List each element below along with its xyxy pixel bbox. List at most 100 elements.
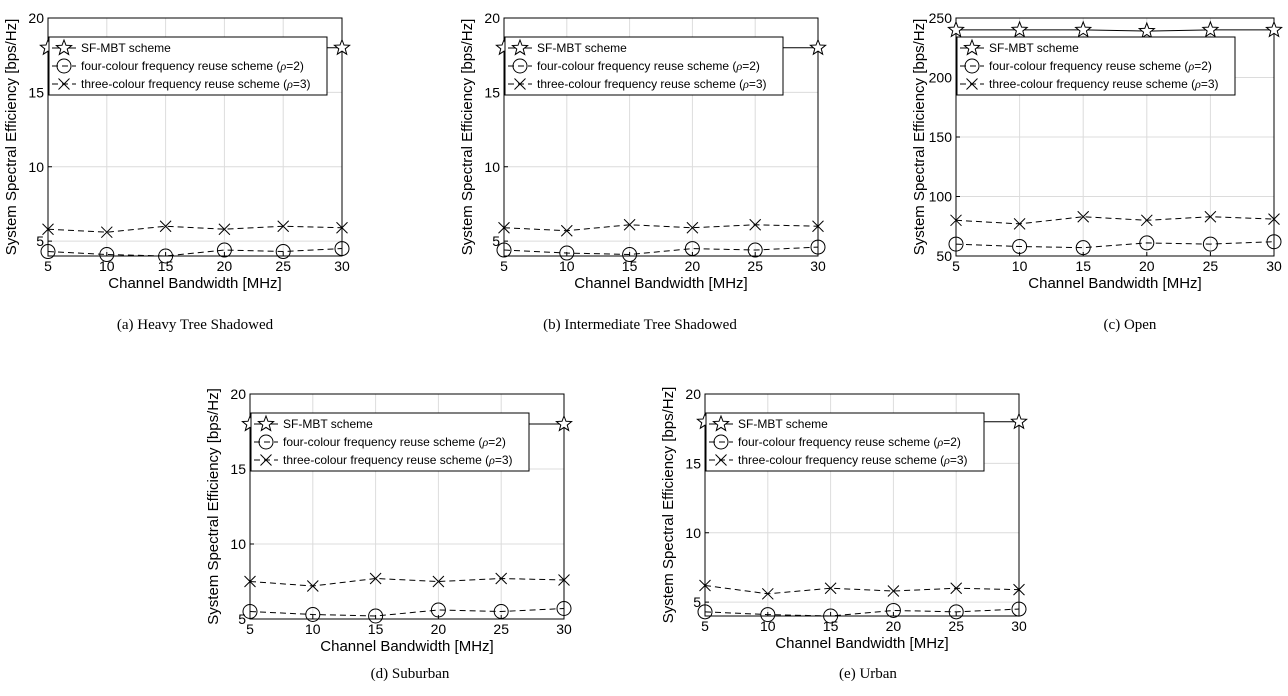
- legend: SF-MBT scheme four-colour frequency reuse…: [251, 413, 529, 471]
- chart-a: 5 10 15 20 25 305101520Channel Bandwidth [MHz…: [0, 0, 360, 300]
- x-axis-label: Channel Bandwidth [MHz]: [108, 275, 281, 292]
- x-tick-label: 20: [1139, 258, 1155, 274]
- y-tick-label: 5: [238, 611, 246, 627]
- x-tick-label: 5: [701, 618, 709, 634]
- series-markers: [698, 602, 1026, 623]
- legend: SF-MBT scheme four-colour frequency reuse…: [49, 37, 327, 95]
- y-tick-label: 5: [492, 233, 500, 249]
- x-tick-label: 20: [431, 621, 447, 637]
- x-tick-label: 5: [952, 258, 960, 274]
- y-axis-label: System Spectral Efficiency [bps/Hz]: [459, 19, 476, 255]
- y-tick-label: 50: [936, 248, 952, 264]
- legend-label: three-colour frequency reuse scheme (ρ=3…: [81, 77, 311, 91]
- y-tick-label: 100: [929, 189, 953, 205]
- chart-caption: (d) Suburban: [310, 666, 510, 683]
- series-line: [48, 226, 342, 232]
- series-line: [48, 249, 342, 256]
- y-tick-label: 10: [28, 159, 44, 175]
- chart-panel-a: 5 10 15 20 25 30 5 10 15 20 Channel Bandwidth [MHz…: [0, 0, 360, 345]
- legend-label: three-colour frequency reuse scheme (ρ=3…: [738, 453, 968, 467]
- series-markers: [41, 242, 349, 263]
- legend-label: SF-MBT scheme: [537, 41, 627, 55]
- chart-caption: (a) Heavy Tree Shadowed: [95, 317, 295, 334]
- x-tick-label: 15: [622, 258, 638, 274]
- legend-label: four-colour frequency reuse scheme (ρ=2): [81, 59, 304, 73]
- legend-label: four-colour frequency reuse scheme (ρ=2): [537, 59, 760, 73]
- y-tick-label: 15: [230, 461, 246, 477]
- series-markers: [951, 211, 1280, 229]
- y-tick-label: 200: [929, 70, 953, 86]
- legend: SF-MBT scheme four-colour frequency reuse…: [957, 37, 1235, 95]
- chart-b: 5 10 15 20 25 305101520Channel Bandwidth [MHz…: [450, 0, 840, 300]
- y-tick-label: 15: [484, 84, 500, 100]
- chart-caption: (b) Intermediate Tree Shadowed: [490, 317, 790, 334]
- y-tick-label: 20: [685, 386, 701, 402]
- legend-label: SF-MBT scheme: [989, 41, 1079, 55]
- y-tick-label: 10: [230, 536, 246, 552]
- y-axis-label: System Spectral Efficiency [bps/Hz]: [3, 19, 20, 255]
- series-line: [250, 579, 564, 587]
- chart-d: 5 10 15 20 25 305101520Channel Bandwidth [MHz…: [200, 376, 600, 666]
- y-tick-label: 20: [230, 386, 246, 402]
- series-line: [956, 217, 1274, 224]
- chart-panel-c: 5 10 15 20 25 30 50 100 150 200 250 Channel Bandwid…: [900, 0, 1288, 345]
- x-axis-label: Channel Bandwidth [MHz]: [1028, 275, 1201, 292]
- y-axis-label: System Spectral Efficiency [bps/Hz]: [660, 387, 677, 623]
- x-tick-label: 30: [1266, 258, 1282, 274]
- series-markers: [245, 573, 570, 592]
- legend-label: three-colour frequency reuse scheme (ρ=3…: [989, 77, 1219, 91]
- x-axis-label: Channel Bandwidth [MHz]: [775, 635, 948, 652]
- x-tick-label: 25: [747, 258, 763, 274]
- x-tick-label: 25: [1203, 258, 1219, 274]
- series-markers: [43, 221, 348, 238]
- legend-label: four-colour frequency reuse scheme (ρ=2): [738, 435, 961, 449]
- y-tick-label: 5: [693, 594, 701, 610]
- x-tick-label: 10: [760, 618, 776, 634]
- x-axis-label: Channel Bandwidth [MHz]: [320, 638, 493, 655]
- series-markers: [243, 602, 571, 624]
- series-line: [705, 609, 1019, 616]
- series-markers: [700, 580, 1025, 599]
- series-line: [250, 609, 564, 617]
- x-tick-label: 25: [493, 621, 509, 637]
- x-tick-label: 20: [217, 258, 233, 274]
- y-tick-label: 150: [929, 129, 953, 145]
- chart-caption: (c) Open: [1070, 317, 1190, 334]
- x-tick-label: 10: [99, 258, 115, 274]
- x-axis-label: Channel Bandwidth [MHz]: [574, 275, 747, 292]
- legend-label: three-colour frequency reuse scheme (ρ=3…: [537, 77, 767, 91]
- y-tick-label: 15: [685, 455, 701, 471]
- x-tick-label: 5: [44, 258, 52, 274]
- x-tick-label: 30: [334, 258, 350, 274]
- legend: SF-MBT scheme four-colour frequency reuse…: [505, 37, 783, 95]
- y-tick-label: 250: [929, 10, 953, 26]
- series-line: [504, 225, 818, 231]
- legend-label: SF-MBT scheme: [738, 417, 828, 431]
- chart-panel-d: 5 10 15 20 25 30 5 10 15 20 Channel Bandwidth [MHz…: [200, 376, 600, 696]
- x-tick-label: 5: [246, 621, 254, 637]
- series-line: [956, 242, 1274, 248]
- x-tick-label: 30: [1011, 618, 1027, 634]
- x-tick-label: 10: [305, 621, 321, 637]
- y-axis-label: System Spectral Efficiency [bps/Hz]: [205, 388, 222, 624]
- legend-label: three-colour frequency reuse scheme (ρ=3…: [283, 453, 513, 467]
- chart-panel-e: 5 10 15 20 25 30 5 10 15 20 Channel Bandwidth [MHz…: [658, 376, 1058, 696]
- series-line: [705, 585, 1019, 593]
- x-tick-label: 25: [275, 258, 291, 274]
- x-tick-label: 30: [556, 621, 572, 637]
- series-markers: [497, 240, 825, 261]
- series-markers: [499, 219, 824, 236]
- legend-label: SF-MBT scheme: [81, 41, 171, 55]
- x-tick-label: 20: [685, 258, 701, 274]
- x-tick-label: 5: [500, 258, 508, 274]
- chart-panel-b: 5 10 15 20 25 30 5 10 15 20 Channel Bandwidth [MHz…: [450, 0, 840, 345]
- x-tick-label: 15: [1075, 258, 1091, 274]
- x-tick-label: 30: [810, 258, 826, 274]
- series-line: [504, 247, 818, 254]
- chart-e: 5 10 15 20 25 305101520Channel Bandwidth [MHz…: [658, 376, 1058, 666]
- legend: SF-MBT scheme four-colour frequency reuse…: [706, 413, 984, 471]
- legend-label: four-colour frequency reuse scheme (ρ=2): [283, 435, 506, 449]
- legend-label: SF-MBT scheme: [283, 417, 373, 431]
- x-tick-label: 10: [1012, 258, 1028, 274]
- y-axis-label: System Spectral Efficiency [bps/Hz]: [911, 19, 928, 255]
